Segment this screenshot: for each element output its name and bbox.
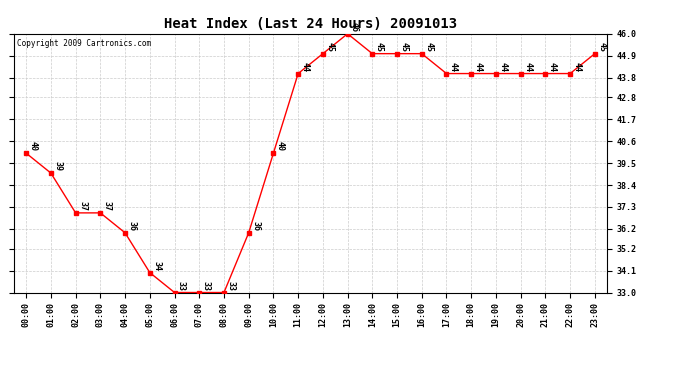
Text: 44: 44	[301, 62, 310, 72]
Text: 37: 37	[103, 201, 112, 211]
Title: Heat Index (Last 24 Hours) 20091013: Heat Index (Last 24 Hours) 20091013	[164, 17, 457, 31]
Text: 33: 33	[201, 280, 210, 291]
Text: 36: 36	[128, 221, 137, 231]
Text: 45: 45	[598, 42, 607, 52]
Text: 34: 34	[152, 261, 161, 271]
Text: 40: 40	[29, 141, 38, 151]
Text: 33: 33	[226, 280, 235, 291]
Text: Copyright 2009 Cartronics.com: Copyright 2009 Cartronics.com	[17, 39, 151, 48]
Text: 45: 45	[326, 42, 335, 52]
Text: 33: 33	[177, 280, 186, 291]
Text: 37: 37	[78, 201, 87, 211]
Text: 44: 44	[498, 62, 507, 72]
Text: 45: 45	[375, 42, 384, 52]
Text: 44: 44	[474, 62, 483, 72]
Text: 44: 44	[573, 62, 582, 72]
Text: 39: 39	[53, 161, 62, 171]
Text: 36: 36	[251, 221, 260, 231]
Text: 45: 45	[424, 42, 433, 52]
Text: 40: 40	[276, 141, 285, 151]
Text: 45: 45	[400, 42, 408, 52]
Text: 44: 44	[449, 62, 458, 72]
Text: 46: 46	[350, 22, 359, 32]
Text: 44: 44	[523, 62, 532, 72]
Text: 44: 44	[548, 62, 557, 72]
